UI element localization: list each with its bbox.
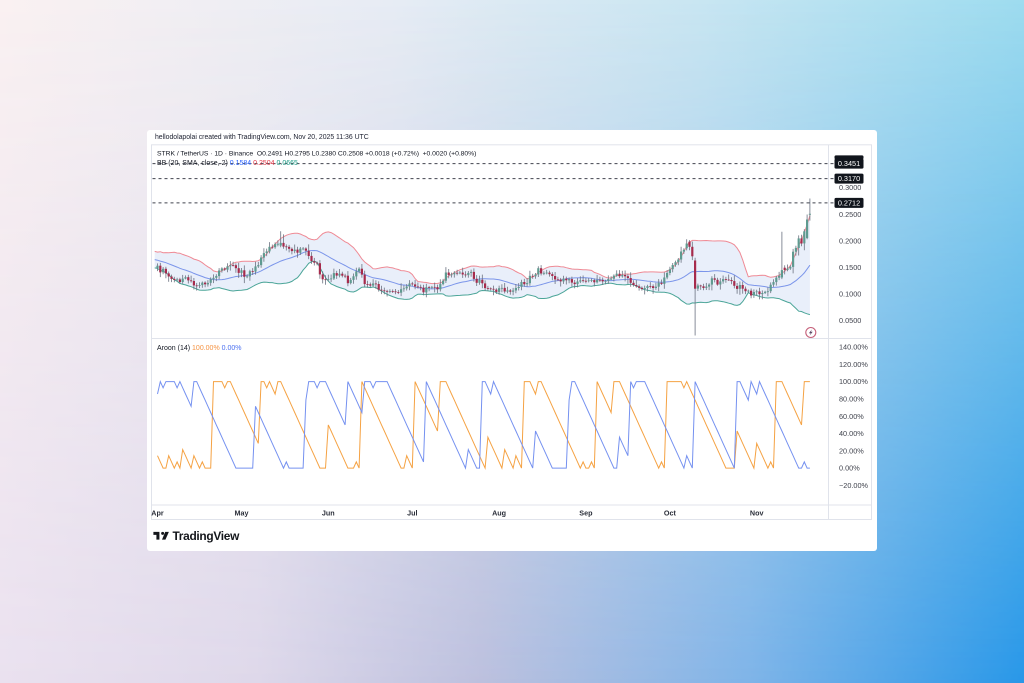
svg-text:Jul: Jul (407, 509, 417, 518)
svg-text:120.00%: 120.00% (839, 360, 868, 369)
svg-text:0.0500: 0.0500 (839, 316, 861, 325)
svg-text:Apr: Apr (151, 509, 164, 518)
svg-text:0.3170: 0.3170 (838, 174, 860, 183)
svg-text:Jun: Jun (322, 509, 335, 518)
svg-text:Sep: Sep (579, 509, 593, 518)
svg-text:−20.00%: −20.00% (839, 481, 869, 490)
svg-text:0.2000: 0.2000 (839, 236, 861, 245)
svg-text:Nov: Nov (750, 509, 764, 518)
svg-text:Aroon (14) 100.00% 0.00%: Aroon (14) 100.00% 0.00% (157, 345, 241, 352)
svg-text:0.2712: 0.2712 (838, 199, 860, 208)
svg-text:STRK / TetherUS · 1D · Binance: STRK / TetherUS · 1D · Binance O0.2491 H… (157, 150, 476, 157)
svg-text:May: May (235, 509, 249, 518)
svg-text:BB (20, SMA, close, 2) 0.1584: BB (20, SMA, close, 2) 0.1584 0.2504 0.0… (157, 160, 298, 167)
svg-text:0.3451: 0.3451 (838, 159, 860, 168)
svg-text:100.00%: 100.00% (839, 377, 868, 386)
svg-text:80.00%: 80.00% (839, 395, 864, 404)
svg-text:0.3000: 0.3000 (839, 183, 861, 192)
svg-text:0.00%: 0.00% (839, 464, 860, 473)
svg-text:Oct: Oct (664, 509, 677, 518)
svg-text:0.1500: 0.1500 (839, 263, 861, 272)
svg-text:40.00%: 40.00% (839, 429, 864, 438)
svg-text:0.1000: 0.1000 (839, 290, 861, 299)
svg-text:0.2500: 0.2500 (839, 210, 861, 219)
svg-text:Aug: Aug (492, 509, 506, 518)
svg-text:60.00%: 60.00% (839, 412, 864, 421)
svg-text:20.00%: 20.00% (839, 446, 864, 455)
svg-text:140.00%: 140.00% (839, 343, 868, 352)
svg-text:TradingView: TradingView (173, 529, 241, 543)
